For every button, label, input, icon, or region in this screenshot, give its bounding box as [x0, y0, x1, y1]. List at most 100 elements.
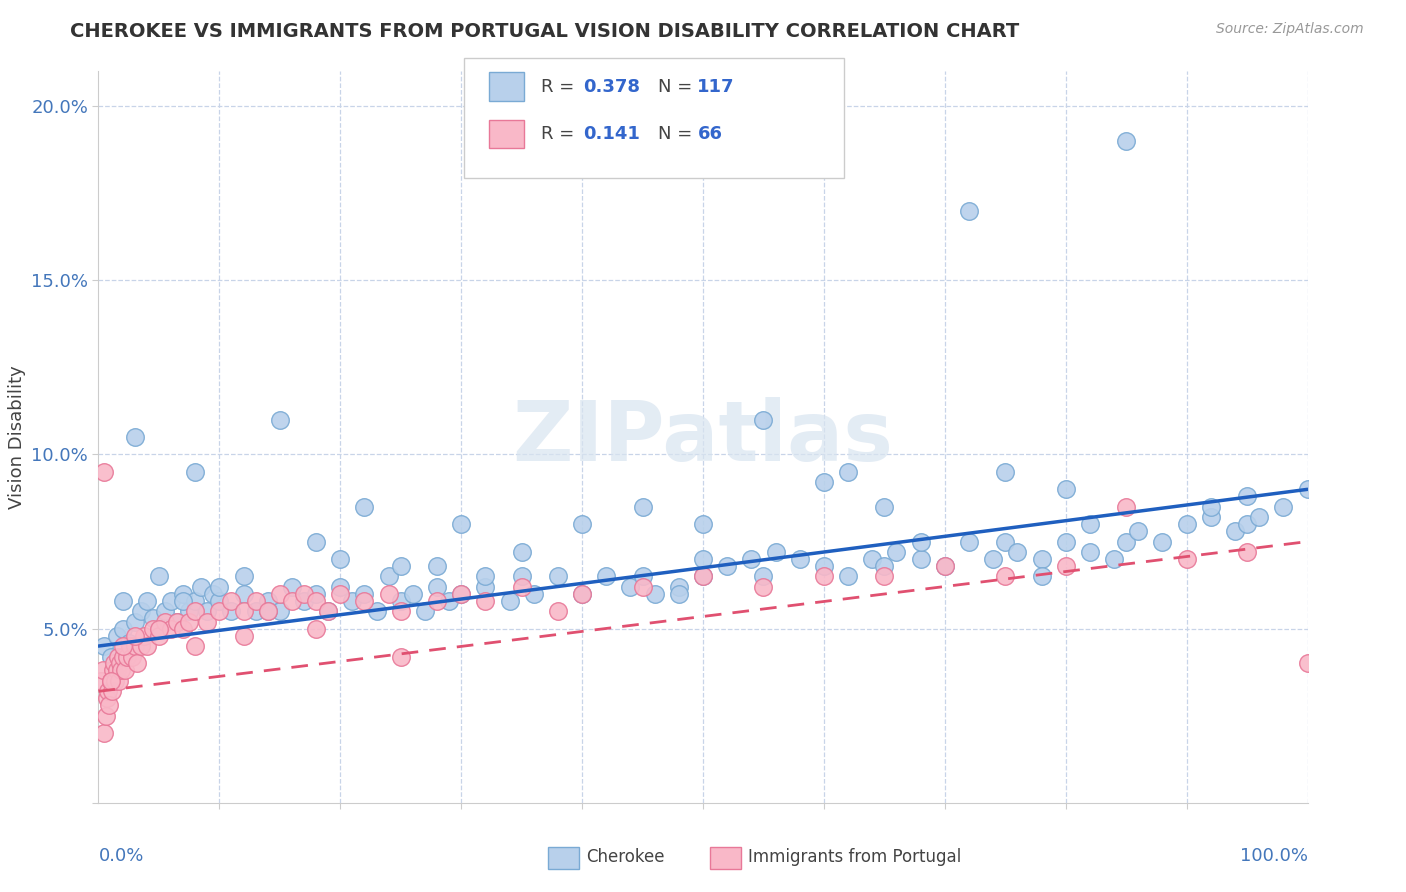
Point: [631, 500, 654, 514]
Point: [547, 604, 569, 618]
Point: [474, 580, 496, 594]
Point: [1199, 500, 1222, 514]
Text: 100.0%: 100.0%: [1240, 847, 1308, 864]
Point: [789, 552, 811, 566]
Point: [389, 558, 412, 573]
Point: [208, 604, 231, 618]
Point: [957, 534, 980, 549]
Point: [860, 552, 883, 566]
Point: [292, 587, 315, 601]
Point: [934, 558, 956, 573]
Point: [1031, 552, 1053, 566]
Point: [377, 587, 399, 601]
Point: [873, 569, 896, 583]
Point: [316, 604, 339, 618]
Point: [353, 594, 375, 608]
Text: R =: R =: [541, 125, 581, 143]
Point: [1236, 545, 1258, 559]
Point: [107, 649, 129, 664]
Point: [329, 587, 352, 601]
Point: [195, 615, 218, 629]
Point: [886, 545, 908, 559]
Point: [1249, 510, 1271, 524]
Point: [692, 552, 714, 566]
Point: [190, 580, 212, 594]
Point: [184, 594, 207, 608]
Point: [172, 622, 194, 636]
Point: [389, 604, 412, 618]
Point: [837, 569, 859, 583]
Point: [118, 639, 141, 653]
Point: [474, 569, 496, 583]
Text: Source: ZipAtlas.com: Source: ZipAtlas.com: [1216, 22, 1364, 37]
Text: ZIPatlas: ZIPatlas: [513, 397, 893, 477]
Point: [752, 412, 775, 426]
Point: [547, 569, 569, 583]
Point: [124, 629, 146, 643]
Point: [172, 594, 194, 608]
Point: [957, 203, 980, 218]
Point: [329, 580, 352, 594]
Point: [426, 558, 449, 573]
Point: [1078, 517, 1101, 532]
Point: [281, 580, 304, 594]
Point: [716, 558, 738, 573]
Point: [1054, 483, 1077, 497]
Point: [316, 604, 339, 618]
Point: [104, 673, 127, 688]
Point: [232, 604, 254, 618]
Point: [160, 594, 183, 608]
Point: [148, 622, 170, 636]
Point: [179, 615, 201, 629]
Point: [221, 594, 243, 608]
Point: [114, 664, 136, 678]
Text: N =: N =: [658, 78, 697, 95]
Point: [105, 664, 128, 678]
Point: [510, 545, 533, 559]
Point: [305, 622, 328, 636]
Point: [329, 552, 352, 566]
Point: [1128, 524, 1150, 538]
Point: [208, 594, 231, 608]
Point: [426, 580, 449, 594]
Point: [232, 587, 254, 601]
Point: [740, 552, 762, 566]
Point: [111, 639, 134, 653]
Text: 0.0%: 0.0%: [98, 847, 143, 864]
Point: [111, 649, 134, 664]
Point: [1054, 534, 1077, 549]
Point: [129, 639, 152, 653]
Point: [1199, 510, 1222, 524]
Point: [256, 604, 278, 618]
Point: [281, 594, 304, 608]
Point: [93, 726, 115, 740]
Point: [98, 698, 121, 713]
Text: 117: 117: [697, 78, 735, 95]
Point: [153, 615, 176, 629]
Point: [523, 587, 546, 601]
Point: [160, 622, 183, 636]
Point: [353, 587, 375, 601]
Point: [571, 517, 593, 532]
Point: [148, 569, 170, 583]
Point: [1007, 545, 1029, 559]
Text: CHEROKEE VS IMMIGRANTS FROM PORTUGAL VISION DISABILITY CORRELATION CHART: CHEROKEE VS IMMIGRANTS FROM PORTUGAL VIS…: [70, 22, 1019, 41]
Point: [111, 622, 134, 636]
Text: 0.141: 0.141: [583, 125, 640, 143]
Point: [510, 569, 533, 583]
Point: [426, 594, 449, 608]
Point: [873, 558, 896, 573]
Point: [142, 611, 165, 625]
Point: [1031, 569, 1053, 583]
Y-axis label: Vision Disability: Vision Disability: [8, 365, 27, 509]
Point: [101, 664, 124, 678]
Point: [111, 594, 134, 608]
Point: [97, 684, 120, 698]
Point: [153, 604, 176, 618]
Point: [510, 580, 533, 594]
Point: [269, 604, 291, 618]
Point: [692, 569, 714, 583]
Point: [110, 664, 132, 678]
Point: [389, 649, 412, 664]
Point: [595, 569, 617, 583]
